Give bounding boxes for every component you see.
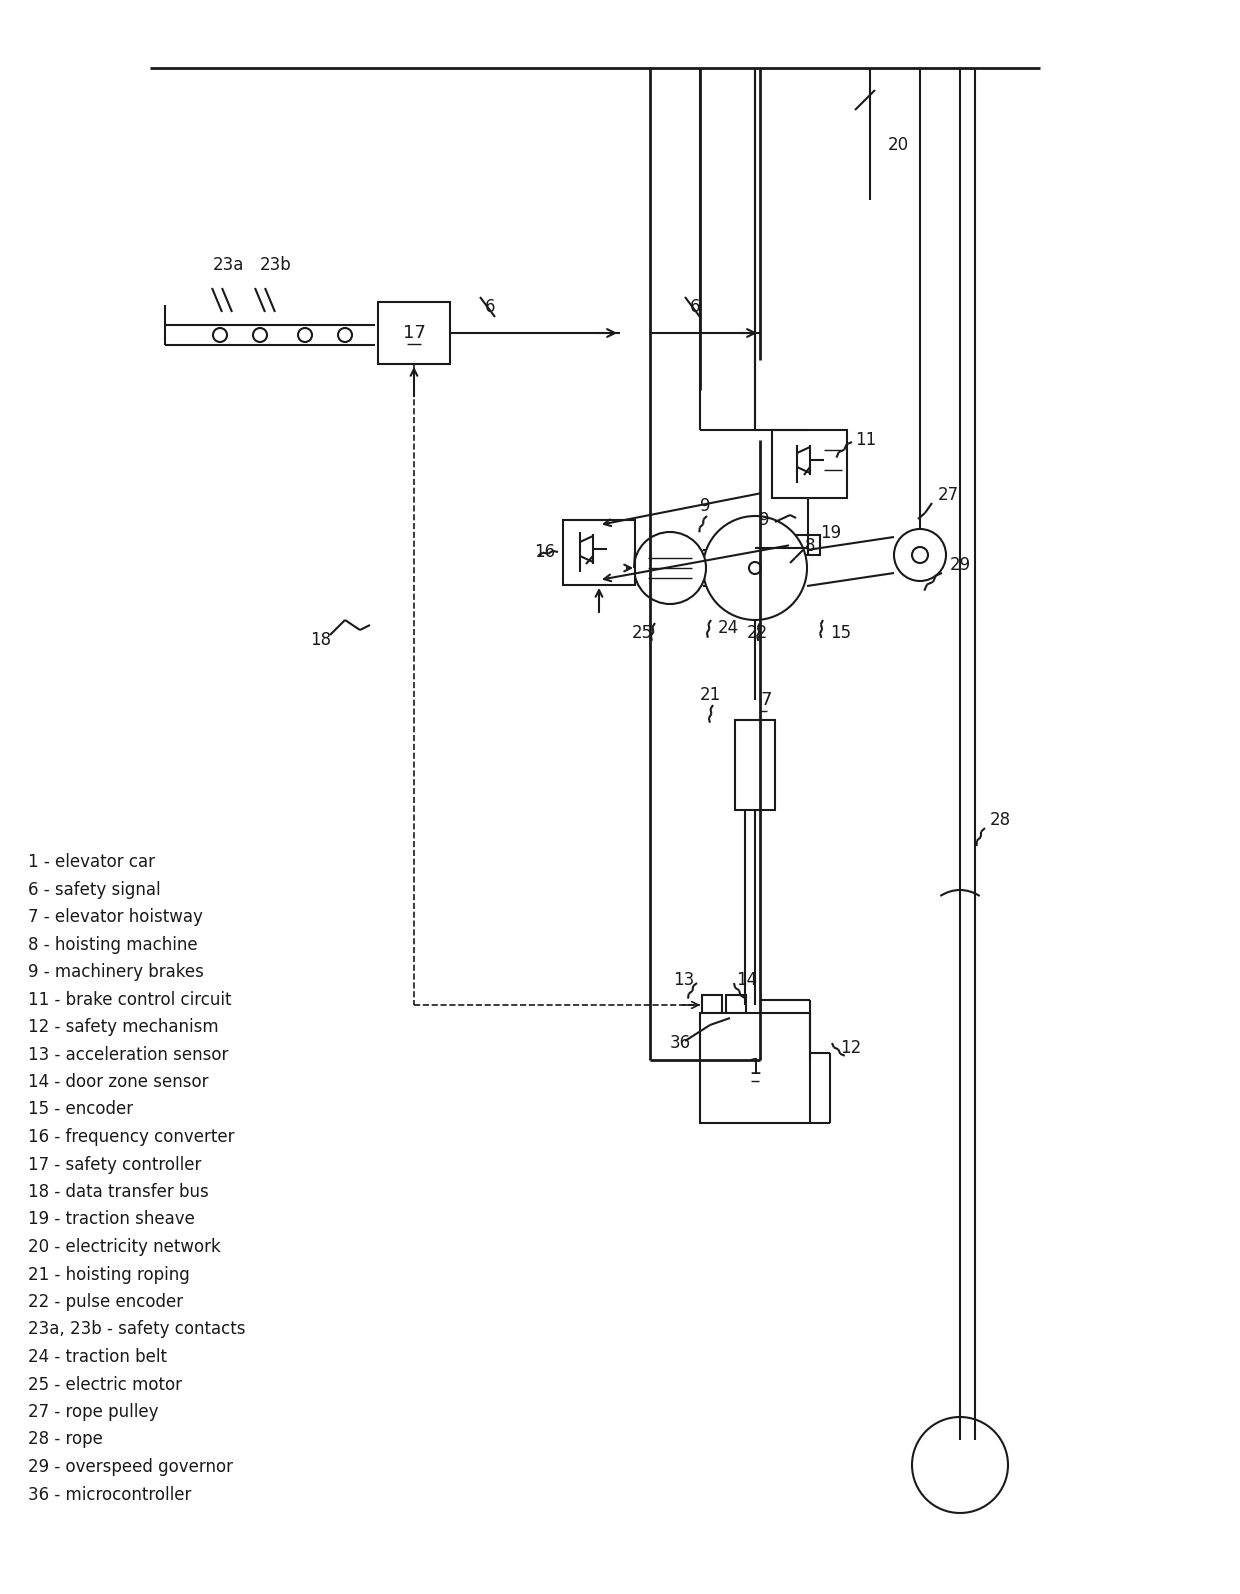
- Circle shape: [894, 529, 946, 580]
- Text: 1: 1: [749, 1058, 761, 1078]
- Circle shape: [253, 328, 267, 343]
- Bar: [773, 430, 847, 497]
- Text: 16: 16: [534, 544, 556, 561]
- Text: 9 - machinery brakes: 9 - machinery brakes: [29, 963, 203, 980]
- Circle shape: [749, 563, 761, 574]
- Text: 14: 14: [737, 971, 758, 988]
- Text: 6: 6: [689, 298, 701, 316]
- Bar: [796, 536, 820, 555]
- Text: 15: 15: [830, 623, 851, 642]
- Text: 22 - pulse encoder: 22 - pulse encoder: [29, 1293, 184, 1310]
- Text: 7: 7: [760, 692, 771, 709]
- Circle shape: [703, 516, 807, 620]
- Text: 19 - traction sheave: 19 - traction sheave: [29, 1210, 195, 1229]
- Circle shape: [911, 1417, 1008, 1513]
- Text: 6: 6: [485, 298, 495, 316]
- Text: 25 - electric motor: 25 - electric motor: [29, 1376, 182, 1393]
- Text: 24 - traction belt: 24 - traction belt: [29, 1349, 167, 1366]
- Text: 6 - safety signal: 6 - safety signal: [29, 880, 161, 899]
- Text: 11: 11: [856, 430, 877, 450]
- Text: 21: 21: [701, 685, 722, 705]
- Text: 7 - elevator hoistway: 7 - elevator hoistway: [29, 909, 203, 926]
- Bar: [735, 720, 775, 810]
- Text: 1 - elevator car: 1 - elevator car: [29, 853, 155, 870]
- Bar: [701, 1014, 810, 1124]
- Text: 18 - data transfer bus: 18 - data transfer bus: [29, 1183, 208, 1200]
- Circle shape: [339, 328, 352, 343]
- Text: 25: 25: [631, 623, 652, 642]
- Bar: [563, 520, 635, 585]
- Text: 12 - safety mechanism: 12 - safety mechanism: [29, 1019, 218, 1036]
- Text: 20: 20: [888, 135, 909, 155]
- Text: 8 - hoisting machine: 8 - hoisting machine: [29, 936, 197, 953]
- Text: 27 - rope pulley: 27 - rope pulley: [29, 1403, 159, 1420]
- Text: 18: 18: [310, 631, 331, 649]
- Text: 29: 29: [950, 556, 971, 574]
- Text: 20 - electricity network: 20 - electricity network: [29, 1239, 221, 1256]
- Text: 36 - microcontroller: 36 - microcontroller: [29, 1486, 191, 1503]
- Text: 14 - door zone sensor: 14 - door zone sensor: [29, 1073, 208, 1090]
- Bar: [378, 301, 450, 363]
- Text: 23b: 23b: [260, 257, 291, 274]
- Text: 36: 36: [670, 1035, 691, 1052]
- Bar: [725, 995, 746, 1014]
- Text: 23a, 23b - safety contacts: 23a, 23b - safety contacts: [29, 1320, 246, 1339]
- Text: 22: 22: [746, 623, 769, 642]
- Text: 23a: 23a: [213, 257, 244, 274]
- Circle shape: [911, 547, 928, 563]
- Text: 8: 8: [805, 537, 816, 555]
- Text: 29 - overspeed governor: 29 - overspeed governor: [29, 1459, 233, 1476]
- Text: 13 - acceleration sensor: 13 - acceleration sensor: [29, 1046, 228, 1063]
- Circle shape: [298, 328, 312, 343]
- Text: 13: 13: [673, 971, 694, 988]
- Text: 11 - brake control circuit: 11 - brake control circuit: [29, 990, 232, 1009]
- Text: 12: 12: [839, 1039, 862, 1057]
- Text: 19: 19: [820, 524, 841, 542]
- Text: 28: 28: [990, 811, 1011, 829]
- Text: 28 - rope: 28 - rope: [29, 1430, 103, 1449]
- Text: 17 - safety controller: 17 - safety controller: [29, 1156, 201, 1173]
- Text: 9: 9: [759, 512, 770, 529]
- Text: 24: 24: [718, 618, 739, 638]
- Text: 27: 27: [937, 486, 959, 504]
- Text: 15 - encoder: 15 - encoder: [29, 1100, 133, 1119]
- Circle shape: [213, 328, 227, 343]
- Text: 21 - hoisting roping: 21 - hoisting roping: [29, 1266, 190, 1283]
- Bar: [702, 995, 722, 1014]
- Text: 9: 9: [701, 497, 711, 515]
- Circle shape: [634, 532, 706, 604]
- Text: 17: 17: [403, 324, 425, 343]
- Text: 16 - frequency converter: 16 - frequency converter: [29, 1129, 234, 1146]
